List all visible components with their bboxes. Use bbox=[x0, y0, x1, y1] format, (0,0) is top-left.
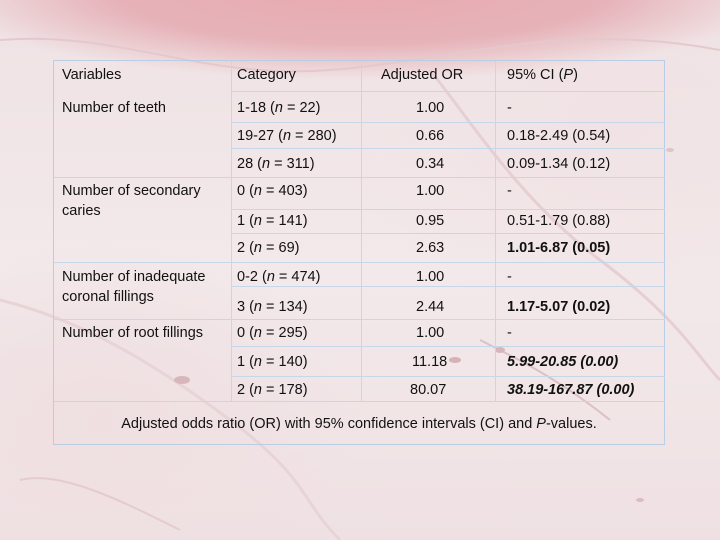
category-cell: 0-2 (n = 474) bbox=[237, 269, 321, 285]
ci-cell: - bbox=[507, 269, 512, 285]
variable-label: Number of root fillings bbox=[62, 325, 204, 341]
or-cell: 0.66 bbox=[416, 128, 445, 144]
row-divider bbox=[231, 148, 665, 149]
header-category: Category bbox=[237, 67, 296, 83]
or-cell: 1.00 bbox=[416, 183, 445, 199]
row-divider bbox=[54, 401, 665, 402]
or-cell: 0.95 bbox=[416, 213, 445, 229]
ci-cell: 0.51-1.79 (0.88) bbox=[507, 213, 611, 229]
ci-cell: 0.09-1.34 (0.12) bbox=[507, 156, 611, 172]
ci-cell: - bbox=[507, 325, 512, 341]
row-divider bbox=[54, 319, 665, 320]
row-divider bbox=[231, 209, 665, 210]
table-caption: Adjusted odds ratio (OR) with 95% confid… bbox=[121, 416, 597, 432]
variable-label: Number of secondary bbox=[62, 183, 201, 199]
variable-label: caries bbox=[62, 203, 101, 219]
ci-cell: - bbox=[507, 100, 512, 116]
ci-cell-significant: 5.99-20.85 (0.00) bbox=[507, 354, 619, 370]
row-divider bbox=[54, 177, 665, 178]
header-adjusted-or: Adjusted OR bbox=[381, 67, 464, 83]
or-cell: 1.00 bbox=[416, 325, 445, 341]
ci-cell-significant: 1.01-6.87 (0.05) bbox=[507, 240, 611, 256]
row-divider bbox=[231, 233, 665, 234]
category-cell: 2 (n = 178) bbox=[237, 382, 308, 398]
category-cell: 2 (n = 69) bbox=[237, 240, 300, 256]
variable-label: coronal fillings bbox=[62, 289, 154, 305]
category-cell: 19-27 (n = 280) bbox=[237, 128, 337, 144]
ci-cell: - bbox=[507, 183, 512, 199]
or-cell: 2.63 bbox=[416, 240, 445, 256]
category-cell: 0 (n = 403) bbox=[237, 183, 308, 199]
results-table: Variables Category Adjusted OR 95% CI (P… bbox=[53, 60, 665, 445]
or-cell: 1.00 bbox=[416, 100, 445, 116]
row-divider bbox=[231, 346, 665, 347]
category-cell: 0 (n = 295) bbox=[237, 325, 308, 341]
column-divider bbox=[231, 61, 232, 401]
header-ci: 95% CI (P) bbox=[507, 67, 578, 83]
category-cell: 28 (n = 311) bbox=[237, 156, 315, 172]
or-cell: 1.00 bbox=[416, 269, 445, 285]
variable-label: Number of inadequate bbox=[62, 269, 206, 285]
ci-cell-significant: 38.19-167.87 (0.00) bbox=[507, 382, 635, 398]
or-cell: 2.44 bbox=[416, 299, 445, 315]
or-cell: 11.18 bbox=[412, 354, 448, 370]
or-cell: 0.34 bbox=[416, 156, 445, 172]
header-row-divider bbox=[231, 91, 665, 92]
row-divider bbox=[54, 262, 665, 263]
row-divider bbox=[231, 376, 665, 377]
column-divider bbox=[361, 61, 362, 401]
ci-cell: 0.18-2.49 (0.54) bbox=[507, 128, 611, 144]
category-cell: 3 (n = 134) bbox=[237, 299, 308, 315]
ci-cell-significant: 1.17-5.07 (0.02) bbox=[507, 299, 611, 315]
category-cell: 1 (n = 140) bbox=[237, 354, 308, 370]
category-cell: 1-18 (n = 22) bbox=[237, 100, 321, 116]
column-divider bbox=[495, 61, 496, 401]
variable-label: Number of teeth bbox=[62, 100, 166, 116]
category-cell: 1 (n = 141) bbox=[237, 213, 308, 229]
row-divider bbox=[231, 286, 665, 287]
header-variables: Variables bbox=[62, 67, 122, 83]
row-divider bbox=[231, 122, 665, 123]
or-cell: 80.07 bbox=[410, 382, 447, 398]
